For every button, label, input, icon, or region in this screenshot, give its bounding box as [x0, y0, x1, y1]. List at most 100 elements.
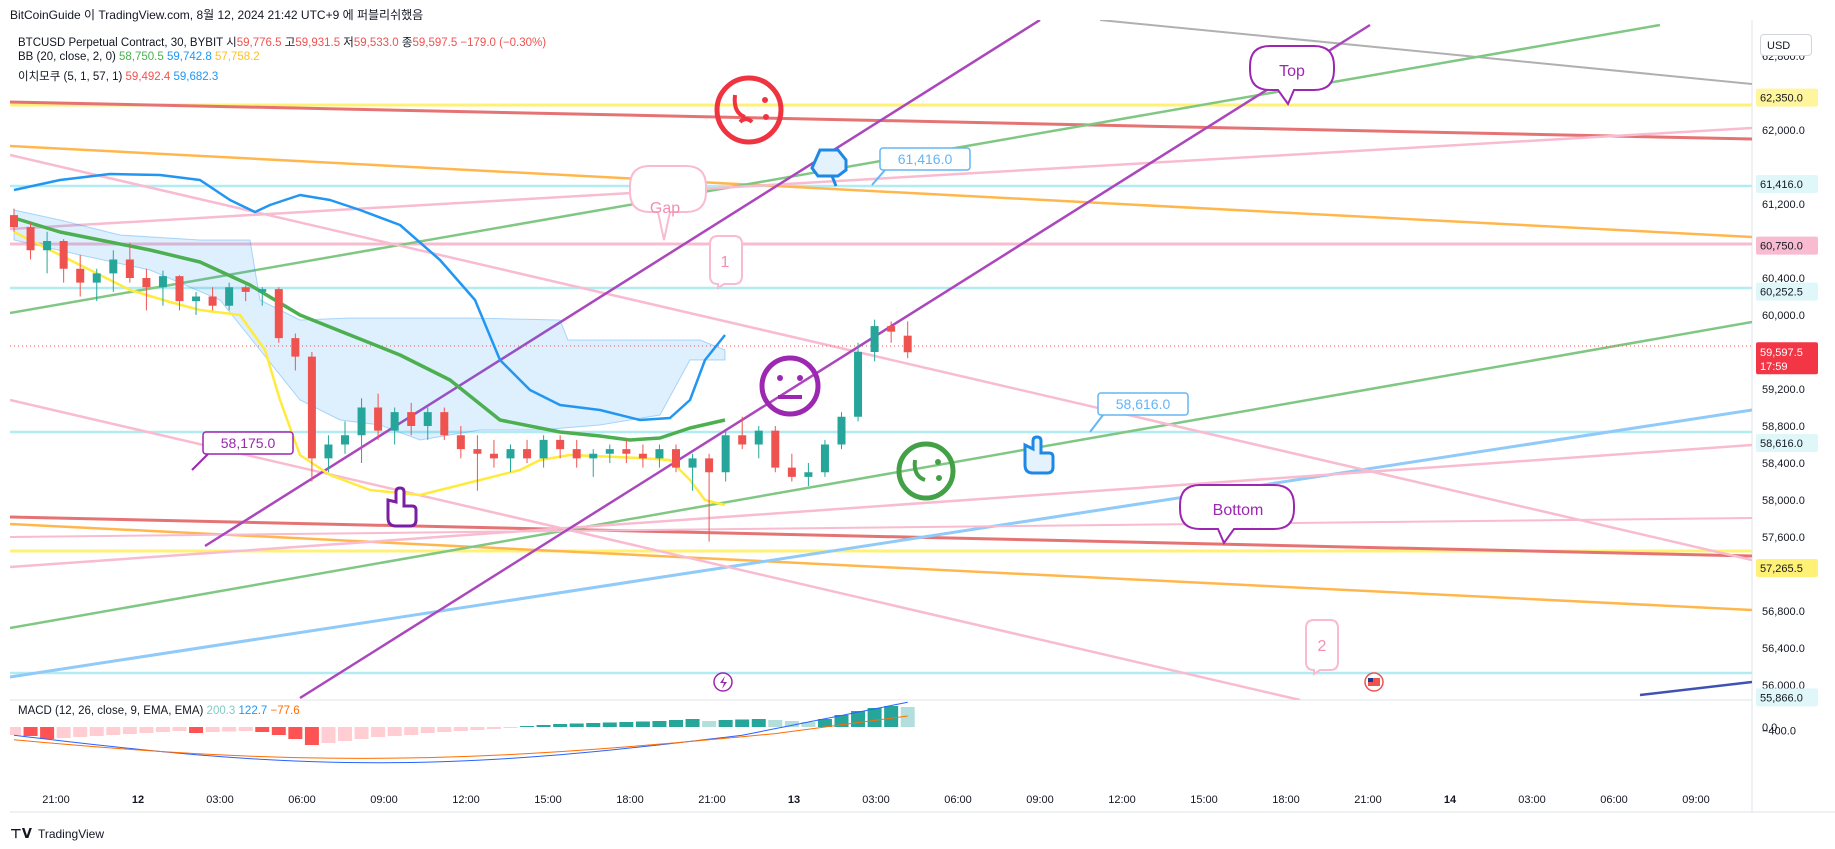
macd-histogram-bar	[718, 720, 733, 727]
candle-body	[142, 278, 151, 288]
price-tag-box	[1756, 88, 1818, 107]
price-tag-box	[1756, 236, 1818, 255]
macd-histogram-bar	[304, 727, 319, 745]
time-tick-label: 21:00	[1354, 794, 1382, 806]
macd-histogram-bar	[288, 727, 303, 739]
price-tick-label: 58,000.0	[1762, 495, 1805, 507]
macd-histogram-bar	[40, 727, 55, 739]
price-tag-label: 60,252.5	[1760, 287, 1803, 299]
time-tick-label: 15:00	[534, 794, 562, 806]
macd-histogram-bar	[569, 723, 584, 727]
candle-body	[241, 287, 250, 292]
candle-body	[837, 416, 846, 445]
time-tick-label: 12:00	[1108, 794, 1136, 806]
macd-legend-macd: 122.7	[238, 705, 268, 717]
macd-histogram-bar	[139, 727, 154, 733]
candle-body	[76, 268, 85, 283]
top-label: Top	[1279, 63, 1305, 80]
neutral-face-icon	[759, 355, 821, 417]
candle-body	[622, 449, 631, 454]
candle-body	[903, 335, 912, 353]
price-tag-box	[1756, 175, 1818, 194]
price-tick-label: 59,200.0	[1762, 384, 1805, 396]
macd-histogram-bar	[619, 722, 634, 727]
candle-body	[92, 273, 101, 283]
candle-body	[324, 444, 333, 459]
macd-histogram-bar	[553, 724, 568, 727]
candle-body	[870, 326, 879, 352]
candle-body	[539, 439, 548, 459]
candle-body	[887, 326, 896, 332]
us-flag-event-icon[interactable]	[1364, 672, 1384, 692]
price-tag-label: 61,416.0	[1760, 179, 1803, 191]
macd-histogram-bar	[470, 727, 485, 730]
top-callout[interactable]: Top	[1249, 45, 1335, 107]
cloud-icon	[810, 148, 848, 187]
macd-histogram-bar	[586, 723, 601, 727]
macd-histogram-bar	[420, 727, 435, 733]
candle-body	[456, 435, 465, 450]
grey-trendline	[1099, 20, 1752, 85]
gap-callout[interactable]: Gap	[629, 165, 707, 241]
legend-open-label: 시	[226, 37, 237, 49]
candle-body	[638, 453, 647, 459]
candle-body	[26, 227, 35, 251]
lightning-event-icon[interactable]	[713, 672, 733, 692]
price-tick-label: 60,400.0	[1762, 273, 1805, 285]
time-tick-label: 03:00	[1518, 794, 1546, 806]
navy-trendline	[1639, 680, 1752, 697]
bottom-callout[interactable]: Bottom	[1179, 484, 1295, 546]
candle-body	[589, 453, 598, 459]
macd-histogram-bar	[338, 727, 352, 741]
macd-histogram-bar	[271, 727, 286, 735]
macd-histogram-bar	[222, 727, 237, 732]
legend-low-label: 저	[343, 37, 354, 49]
price-note-61416[interactable]: 61,416.0	[871, 147, 971, 186]
candle-body	[125, 259, 134, 278]
candle-body	[192, 296, 201, 302]
price-note-58616-label: 58,616.0	[1116, 396, 1171, 412]
angry-face-icon	[714, 75, 784, 145]
currency-selector[interactable]: USD	[1760, 34, 1812, 56]
purple-channel-upper	[204, 20, 1041, 548]
time-tick-label: 12:00	[452, 794, 480, 806]
candle-body	[357, 407, 366, 436]
price-tick-label: 57,600.0	[1762, 532, 1805, 544]
legend-change: −179.0 (−0.30%)	[460, 37, 547, 49]
price-tag-box	[1756, 688, 1818, 707]
note-1[interactable]: 1	[709, 235, 743, 290]
macd-histogram-bar	[23, 727, 38, 736]
candlestick-series	[10, 208, 912, 542]
legend-high-label: 고	[284, 37, 296, 49]
candle-body	[208, 296, 217, 306]
candle-body	[291, 338, 300, 357]
macd-histogram-bar	[106, 727, 121, 735]
time-tick-label: 21:00	[42, 794, 70, 806]
legend-close: 59,597.5	[412, 37, 458, 49]
candle-body	[10, 215, 18, 228]
candle-body	[804, 472, 813, 477]
macd-histogram-bar	[884, 706, 899, 727]
macd-histogram-bar	[238, 727, 253, 731]
note-2[interactable]: 2	[1305, 619, 1339, 676]
candle-body	[688, 458, 697, 468]
price-note-58616[interactable]: 58,616.0	[1089, 392, 1189, 433]
price-note-58175[interactable]: 58,175.0	[191, 431, 294, 471]
time-tick-label: 09:00	[370, 794, 398, 806]
time-tick-label: 03:00	[862, 794, 890, 806]
legend-bb-upper: 59,742.8	[166, 51, 212, 63]
macd-tick-label: −400.0	[1762, 726, 1796, 738]
candle-body	[423, 412, 432, 426]
candle-body	[158, 276, 167, 288]
note-2-label: 2	[1318, 638, 1327, 655]
bottom-label: Bottom	[1213, 502, 1264, 519]
candle-body	[307, 356, 316, 459]
candle-body	[258, 289, 267, 292]
candle-body	[672, 449, 680, 468]
legend-open: 59,776.5	[236, 37, 282, 49]
time-axis[interactable]: 21:00 12 03:00 06:00 09:00 12:00 15:00 18:00 21:…	[42, 794, 1710, 806]
macd-legend-hist: 200.3	[206, 705, 236, 717]
macd-histogram-bar	[189, 727, 204, 733]
price-note-61416-label: 61,416.0	[898, 151, 953, 167]
